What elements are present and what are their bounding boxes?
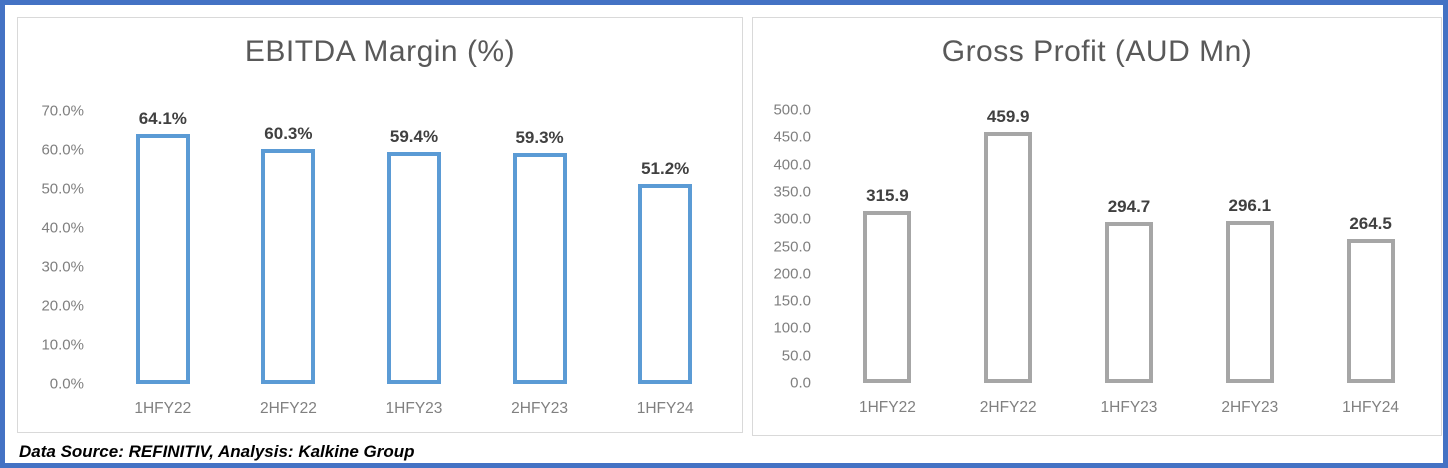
gross-profit-chart-title: Gross Profit (AUD Mn) bbox=[941, 35, 1253, 68]
ebitda-margin-chart-title: EBITDA Margin (%) bbox=[244, 35, 516, 68]
ebitda-margin-bars: 64.1% 1HFY22 60.3% 2HFY22 59.4% 1HFY23 59.3% 2H… bbox=[100, 109, 728, 416]
y-axis-tick-label: 450.0 bbox=[773, 128, 811, 146]
bar bbox=[863, 210, 912, 383]
bar-value-label: 459.9 bbox=[986, 106, 1030, 126]
bar-value-label: 296.1 bbox=[1228, 196, 1272, 216]
bar bbox=[1346, 238, 1395, 383]
x-axis-category-label: 2HFY22 bbox=[979, 399, 1037, 416]
ebitda-margin-y-axis: 70.0% 60.0% 50.0% 40.0% 30.0% 20.0% 10.0% 0.0% bbox=[28, 104, 88, 392]
bar-value-label: 294.7 bbox=[1107, 197, 1151, 217]
y-axis-tick-label: 250.0 bbox=[773, 238, 811, 255]
bar bbox=[512, 152, 567, 384]
x-axis-category-label: 1HFY22 bbox=[134, 400, 192, 417]
bar bbox=[1104, 222, 1153, 383]
bar-slot: 315.9 1HFY22 bbox=[827, 110, 948, 415]
gross-profit-y-axis: 500.0 450.0 400.0 350.0 300.0 250.0 200.0 150.0… bbox=[759, 103, 815, 391]
bar bbox=[984, 131, 1033, 383]
x-axis-category-label: 1HFY23 bbox=[1100, 399, 1158, 416]
bar-slot: 296.1 2HFY23 bbox=[1189, 110, 1310, 415]
bar-slot: 294.7 1HFY23 bbox=[1069, 110, 1190, 415]
ebitda-margin-chart-panel: EBITDA Margin (%) 70.0% 60.0% 50.0% 40.0% 30… bbox=[17, 17, 743, 433]
y-axis-tick-label: 50.0 bbox=[781, 347, 811, 365]
y-axis-tick-label: 500.0 bbox=[773, 101, 811, 119]
bar bbox=[261, 148, 316, 384]
y-axis-tick-label: 30.0% bbox=[41, 258, 84, 276]
bar bbox=[135, 134, 190, 384]
x-axis-category-label: 1HFY24 bbox=[636, 400, 694, 417]
x-axis-category-label: 1HFY22 bbox=[858, 399, 916, 416]
data-source-note: Data Source: REFINITIV, Analysis: Kalkin… bbox=[19, 442, 415, 461]
bar-slot: 51.2% 1HFY24 bbox=[602, 111, 728, 416]
x-axis-category-label: 2HFY23 bbox=[511, 400, 569, 417]
bar-value-label: 59.4% bbox=[389, 127, 439, 147]
bar-value-label: 264.5 bbox=[1349, 213, 1392, 233]
x-axis-category-label: 1HFY23 bbox=[385, 400, 443, 417]
bar-value-label: 315.9 bbox=[866, 185, 909, 205]
bar bbox=[1225, 221, 1274, 383]
bar-value-label: 59.3% bbox=[515, 127, 564, 147]
gross-profit-chart-panel: Gross Profit (AUD Mn) 500.0 450.0 400.0 350… bbox=[752, 17, 1442, 436]
y-axis-tick-label: 70.0% bbox=[41, 102, 84, 120]
y-axis-tick-label: 50.0% bbox=[41, 180, 84, 198]
y-axis-tick-label: 300.0 bbox=[773, 210, 811, 228]
x-axis-category-label: 2HFY22 bbox=[259, 400, 317, 417]
y-axis-tick-label: 0.0 bbox=[790, 374, 811, 392]
bar-slot: 59.4% 1HFY23 bbox=[351, 111, 477, 416]
x-axis-category-label: 2HFY23 bbox=[1221, 399, 1279, 416]
y-axis-tick-label: 200.0 bbox=[773, 265, 811, 283]
bar-slot: 60.3% 2HFY22 bbox=[226, 111, 352, 416]
x-axis-category-label: 1HFY24 bbox=[1342, 399, 1400, 416]
y-axis-tick-label: 350.0 bbox=[773, 183, 811, 201]
y-axis-tick-label: 0.0% bbox=[49, 375, 84, 393]
bar-slot: 264.5 1HFY24 bbox=[1310, 110, 1431, 415]
bar-slot: 459.9 2HFY22 bbox=[948, 106, 1069, 415]
y-axis-tick-label: 20.0% bbox=[41, 297, 84, 315]
bar-slot: 59.3% 2HFY23 bbox=[477, 111, 603, 416]
y-axis-tick-label: 10.0% bbox=[41, 336, 84, 354]
y-axis-tick-label: 100.0 bbox=[773, 319, 811, 337]
bar bbox=[638, 184, 693, 384]
bar-value-label: 51.2% bbox=[641, 159, 690, 179]
gross-profit-plot-area: 500.0 450.0 400.0 350.0 300.0 250.0 200.0 150.0… bbox=[759, 103, 1431, 416]
y-axis-tick-label: 150.0 bbox=[773, 292, 811, 310]
bar-slot: 64.1% 1HFY22 bbox=[100, 109, 226, 416]
gross-profit-bars: 315.9 1HFY22 459.9 2HFY22 294.7 1HFY23 296.1 2H… bbox=[827, 106, 1431, 415]
y-axis-tick-label: 400.0 bbox=[773, 156, 811, 174]
y-axis-tick-label: 40.0% bbox=[41, 219, 84, 237]
bar bbox=[386, 152, 441, 384]
bar-value-label: 60.3% bbox=[264, 123, 313, 143]
ebitda-margin-plot-area: 70.0% 60.0% 50.0% 40.0% 30.0% 20.0% 10.0% 0.0% … bbox=[28, 104, 728, 417]
bar-value-label: 64.1% bbox=[138, 109, 187, 129]
y-axis-tick-label: 60.0% bbox=[41, 141, 84, 159]
